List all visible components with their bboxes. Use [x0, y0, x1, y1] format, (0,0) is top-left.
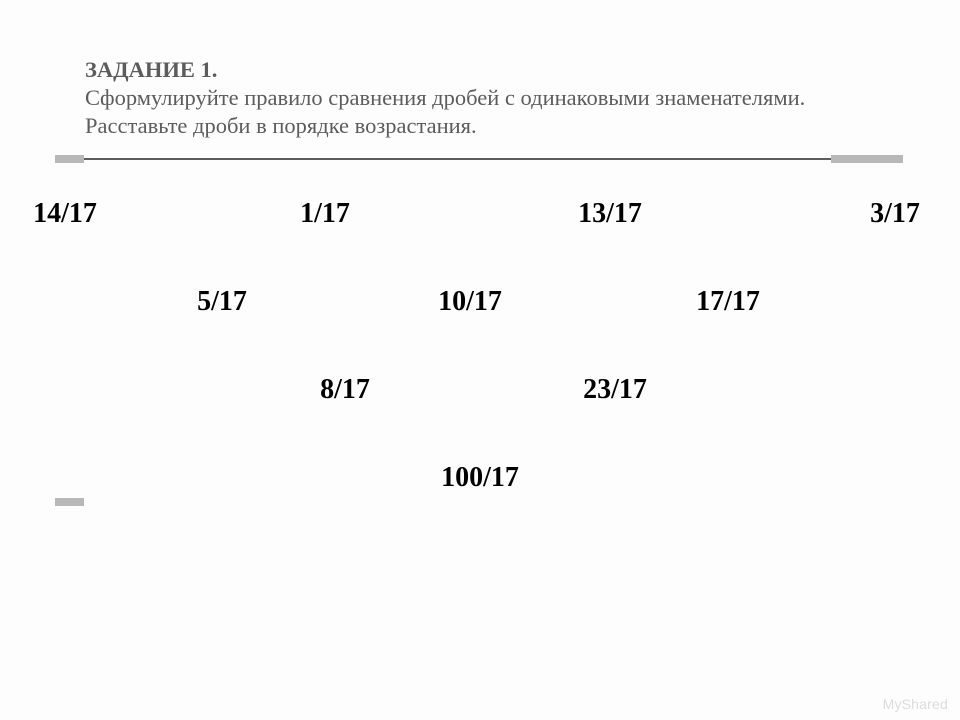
fraction-item: 1/17 [265, 200, 385, 228]
fraction-item: 14/17 [5, 200, 125, 228]
fraction-row: 8/17 23/17 [0, 376, 960, 404]
fraction-item: 100/17 [400, 464, 560, 492]
divider-accent-right [831, 155, 903, 163]
fraction-item: 8/17 [275, 376, 415, 404]
divider-line [84, 158, 903, 160]
fraction-item: 10/17 [400, 288, 540, 316]
task-heading: ЗАДАНИЕ 1. Сформулируйте правило сравнен… [85, 56, 885, 140]
fraction-item: 5/17 [162, 288, 282, 316]
fraction-item: 13/17 [525, 200, 695, 228]
fraction-row: 5/17 10/17 17/17 [0, 288, 960, 316]
fraction-row: 100/17 [0, 464, 960, 492]
task-line-1: Сформулируйте правило сравнения дробей с… [85, 85, 805, 110]
side-accent [55, 498, 84, 506]
task-line-2: Расставьте дроби в порядке возрастания. [85, 113, 477, 138]
fraction-item: 23/17 [545, 376, 685, 404]
task-number: ЗАДАНИЕ 1. [85, 57, 217, 82]
divider-accent-left [55, 155, 84, 163]
fraction-item: 3/17 [835, 200, 955, 228]
watermark: MyShared [883, 696, 948, 712]
fraction-row: 14/17 1/17 13/17 3/17 [0, 200, 960, 228]
slide: ЗАДАНИЕ 1. Сформулируйте правило сравнен… [0, 0, 960, 720]
divider [0, 155, 960, 163]
fraction-item: 17/17 [658, 288, 798, 316]
